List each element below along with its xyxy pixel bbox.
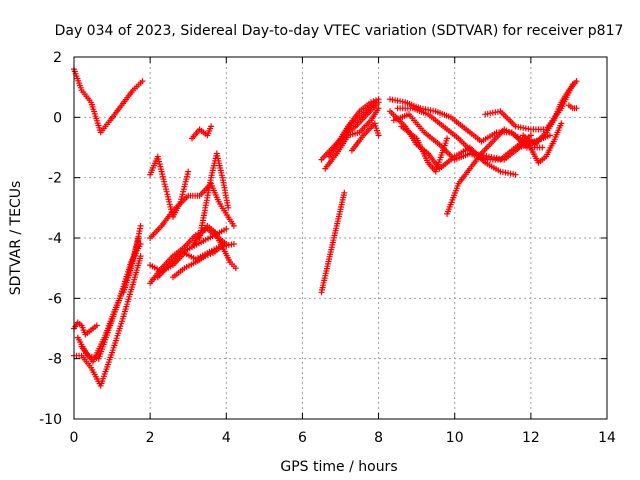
y-tick-label: -6 xyxy=(48,291,62,307)
x-tick: 8 xyxy=(374,57,383,446)
y-tick-label: -8 xyxy=(48,352,62,368)
x-axis-ticks: 0 2 4 6 8 10 12 14 xyxy=(70,57,616,446)
data-points xyxy=(71,66,580,389)
y-tick: -10 xyxy=(39,412,607,428)
series-markers xyxy=(147,153,192,220)
x-tick: 10 xyxy=(446,57,464,446)
x-tick-label: 2 xyxy=(146,430,155,446)
y-tick: -2 xyxy=(48,171,607,187)
data-series xyxy=(147,180,237,241)
y-tick: 2 xyxy=(53,50,607,66)
data-series xyxy=(71,253,144,389)
x-tick: 4 xyxy=(222,57,231,446)
series-markers xyxy=(333,96,382,148)
x-tick: 14 xyxy=(598,57,616,446)
data-series xyxy=(120,222,144,296)
data-series xyxy=(170,244,224,281)
series-markers xyxy=(78,235,142,365)
series-markers xyxy=(120,222,144,296)
y-tick-label: -2 xyxy=(48,171,62,187)
x-tick-label: 0 xyxy=(70,430,79,446)
data-series xyxy=(78,235,142,365)
x-tick-label: 12 xyxy=(522,430,540,446)
y-axis-label: SDTVAR / TECUs xyxy=(8,181,24,296)
series-markers xyxy=(196,150,232,241)
x-tick: 6 xyxy=(298,57,307,446)
series-markers xyxy=(565,102,580,112)
series-markers xyxy=(318,99,382,163)
y-tick-label: 0 xyxy=(53,110,62,126)
x-tick-label: 6 xyxy=(298,430,307,446)
x-tick: 2 xyxy=(146,57,155,446)
series-markers xyxy=(71,253,144,389)
x-tick: 12 xyxy=(522,57,540,446)
series-markers xyxy=(71,66,146,136)
y-tick: -8 xyxy=(48,352,607,368)
series-markers xyxy=(318,189,348,296)
y-tick: 0 xyxy=(53,110,607,126)
y-axis-ticks: -10 -8 -6 -4 -2 0 2 xyxy=(39,50,607,428)
x-tick-label: 10 xyxy=(446,430,464,446)
y-tick-label: -4 xyxy=(48,231,62,247)
series-markers xyxy=(189,123,215,142)
data-series xyxy=(71,319,100,338)
data-series xyxy=(398,123,451,175)
x-tick-label: 14 xyxy=(598,430,616,446)
data-series xyxy=(520,78,580,148)
data-series xyxy=(565,102,580,112)
data-series xyxy=(71,66,146,136)
x-tick-label: 4 xyxy=(222,430,231,446)
chart-title: Day 034 of 2023, Sidereal Day-to-day VTE… xyxy=(55,23,624,39)
series-markers xyxy=(71,319,100,338)
y-tick-label: 2 xyxy=(53,50,62,66)
data-series xyxy=(348,120,382,154)
y-tick-label: -10 xyxy=(39,412,62,428)
series-markers xyxy=(520,78,580,148)
data-series xyxy=(196,150,232,241)
series-markers xyxy=(170,244,224,281)
x-tick: 0 xyxy=(70,57,79,446)
data-series xyxy=(189,123,215,142)
data-series xyxy=(318,99,382,163)
x-tick-label: 8 xyxy=(374,430,383,446)
data-series xyxy=(333,96,382,148)
data-series xyxy=(318,189,348,296)
x-axis-label: GPS time / hours xyxy=(280,459,397,475)
data-series xyxy=(512,120,565,166)
data-series xyxy=(322,105,382,172)
series-markers xyxy=(348,120,382,154)
series-markers xyxy=(398,123,451,175)
data-series xyxy=(147,153,192,220)
grid-lines xyxy=(74,57,607,419)
y-tick: -4 xyxy=(48,231,607,247)
series-markers xyxy=(147,180,237,241)
series-markers xyxy=(512,120,565,166)
y-tick: -6 xyxy=(48,291,607,307)
series-markers xyxy=(322,105,382,172)
